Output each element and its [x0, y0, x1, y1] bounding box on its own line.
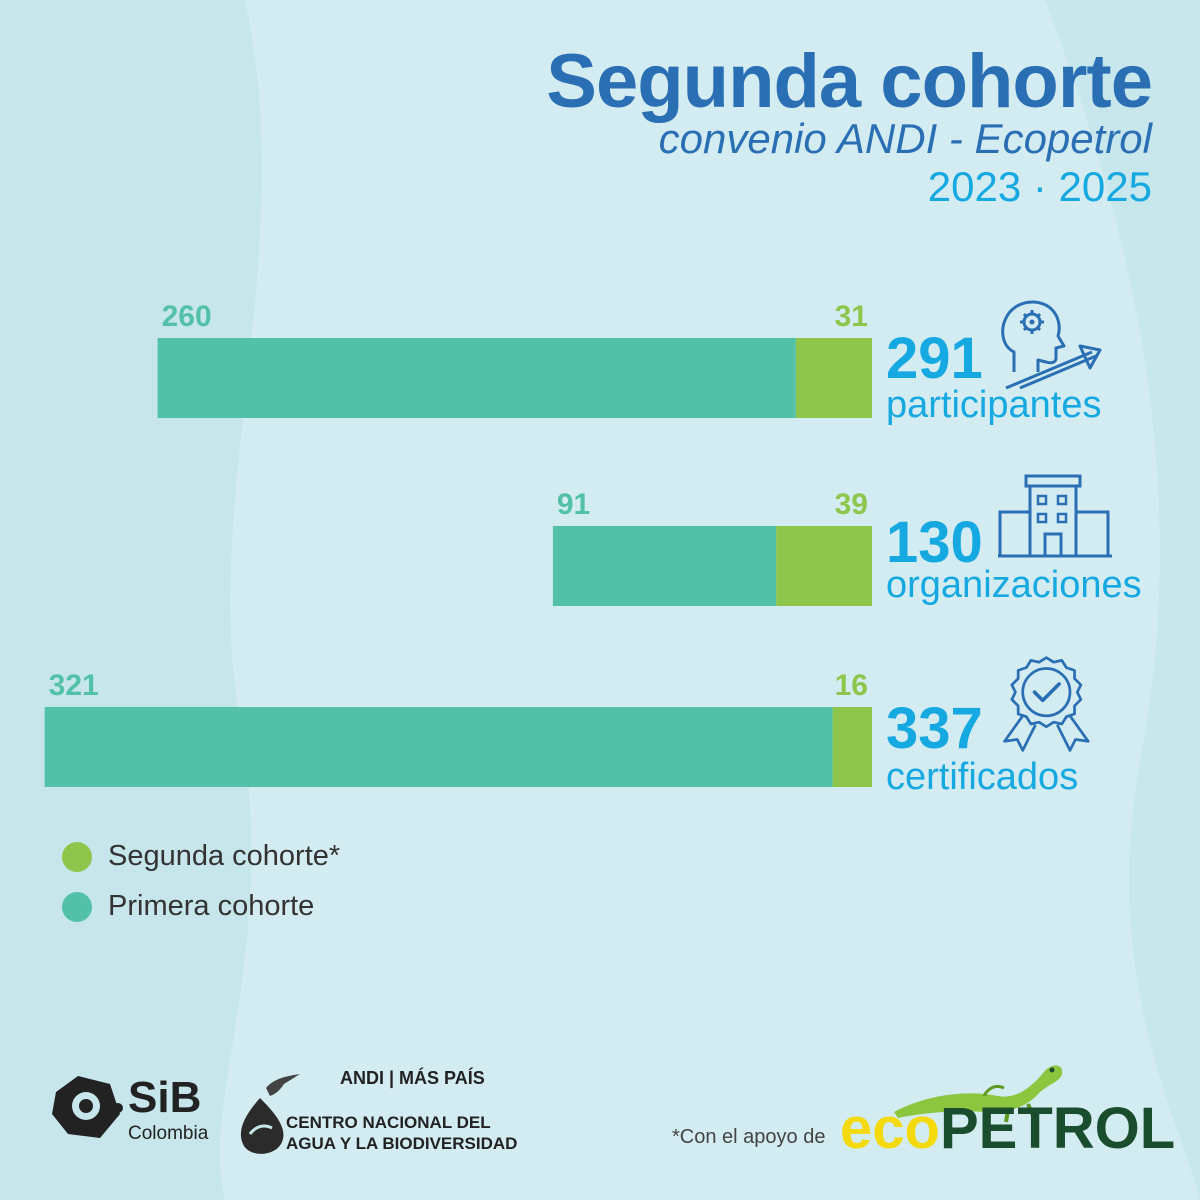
- sib-logo-text: SiB: [128, 1073, 202, 1122]
- bar-segunda-certificados: [832, 707, 872, 787]
- bar-segunda-organizaciones: [776, 526, 872, 606]
- bar-label-primera-organizaciones: 91: [557, 488, 590, 521]
- cnab-logo-text: CENTRO NACIONAL DEL AGUA Y LA BIODIVERSI…: [286, 1112, 517, 1155]
- page-subtitle: convenio ANDI - Ecopetrol: [658, 115, 1152, 162]
- stat-label-certificados: certificados: [886, 756, 1079, 798]
- bar-label-segunda-organizaciones: 39: [835, 488, 868, 521]
- stat-label-organizaciones: organizaciones: [886, 564, 1142, 606]
- legend-label-segunda: Segunda cohorte*: [108, 840, 341, 872]
- legend-swatch-segunda: [62, 841, 92, 872]
- cnab-line-2: AGUA Y LA BIODIVERSIDAD: [286, 1134, 518, 1154]
- stat-label-participantes: participantes: [886, 384, 1102, 426]
- stat-value-participantes: 291: [886, 326, 983, 391]
- support-note: *Con el apoyo de: [672, 1126, 826, 1148]
- ecopetrol-logo-petrol: PETROL: [939, 1096, 1176, 1161]
- sib-logo-icon: [52, 1076, 123, 1138]
- andi-logo-text: ANDI | MÁS PAÍS: [340, 1068, 485, 1088]
- bar-primera-participantes: [157, 338, 796, 418]
- legend-swatch-primera: [62, 891, 92, 922]
- certificate-badge-icon: [1003, 656, 1090, 752]
- ecopetrol-logo-eco: eco: [840, 1096, 940, 1161]
- legend-item-primera: Primera cohorte: [62, 890, 314, 923]
- iguana-icon: [894, 1065, 1063, 1123]
- stat-value-certificados: 337: [886, 696, 983, 761]
- page-title: Segunda cohorte: [546, 39, 1153, 124]
- legend-item-segunda: Segunda cohorte*: [62, 840, 340, 873]
- year-range: 2023 · 2025: [927, 163, 1152, 210]
- stat-value-organizaciones: 130: [886, 510, 983, 575]
- bar-label-segunda-participantes: 31: [835, 300, 868, 333]
- ecopetrol-logo: ecoPETROL: [840, 1100, 1175, 1158]
- bar-primera-organizaciones: [552, 526, 777, 606]
- head-gear-growth-icon: [1001, 300, 1102, 390]
- bar-label-primera-participantes: 260: [162, 300, 212, 333]
- bar-primera-certificados: [44, 707, 833, 787]
- bar-label-primera-certificados: 321: [49, 669, 99, 702]
- legend-label-primera: Primera cohorte: [108, 890, 315, 922]
- sib-logo-subtext: Colombia: [128, 1123, 209, 1144]
- hummingbird-drop-icon: [240, 1074, 300, 1154]
- bar-segunda-participantes: [795, 338, 872, 418]
- cnab-line-1: CENTRO NACIONAL DEL: [286, 1113, 491, 1132]
- building-icon: [998, 474, 1112, 558]
- bar-label-segunda-certificados: 16: [835, 669, 868, 702]
